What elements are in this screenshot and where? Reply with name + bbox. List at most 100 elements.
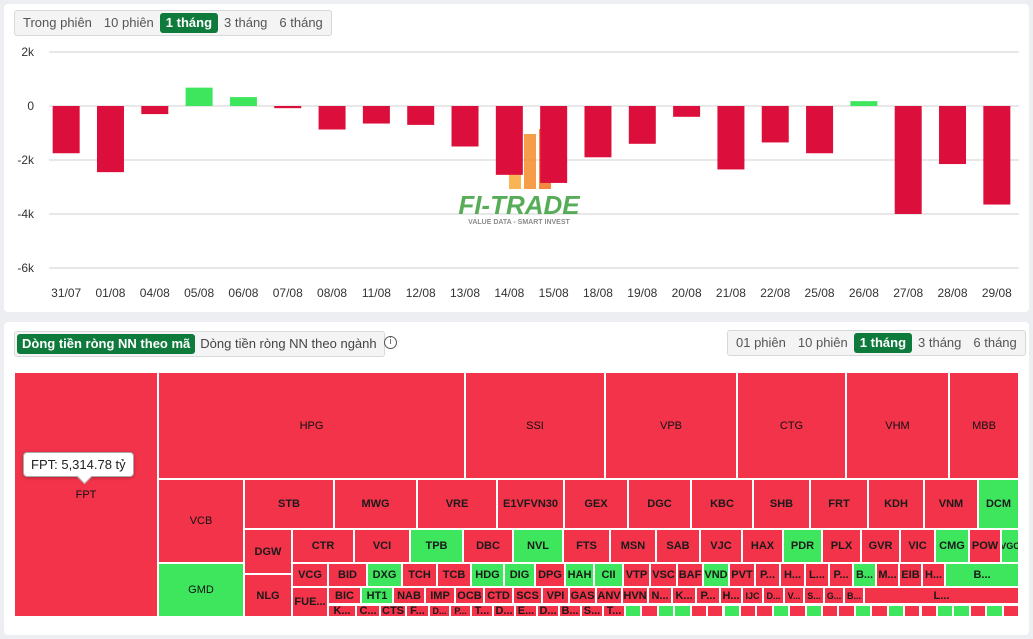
bar-12-08[interactable] — [407, 106, 435, 125]
treemap-cell-fpt[interactable]: FPT — [14, 372, 158, 617]
bar-13-08[interactable] — [451, 106, 479, 147]
treemap-cell-vtp[interactable]: VTP — [623, 563, 650, 587]
treemap-cell-nab[interactable]: NAB — [393, 587, 425, 604]
treemap-cell-e1vfvn30[interactable]: E1VFVN30 — [497, 479, 564, 529]
treemap-cell-cts[interactable]: CTS — [380, 605, 406, 617]
treemap-cell-small[interactable] — [1002, 605, 1019, 617]
bar-28-08[interactable] — [939, 106, 967, 165]
treemap-cell-t[interactable]: T... — [471, 605, 493, 617]
treemap-cell-baf[interactable]: BAF — [677, 563, 703, 587]
treemap-cell-small[interactable] — [969, 605, 987, 617]
treemap-cell-b[interactable]: B... — [853, 563, 876, 587]
bar-14-08[interactable] — [495, 106, 523, 175]
treemap-cell-f[interactable]: F... — [406, 605, 429, 617]
treemap-cell-b[interactable]: B... — [844, 587, 864, 604]
treemap-cell-small[interactable] — [657, 605, 675, 617]
treemap-cell-stb[interactable]: STB — [244, 479, 334, 529]
treemap-cell-l[interactable]: L... — [805, 563, 829, 587]
treemap-cell-small[interactable] — [723, 605, 740, 617]
treemap-cell-pvt[interactable]: PVT — [729, 563, 755, 587]
treemap-cell-vpi[interactable]: VPI — [542, 587, 569, 604]
treemap-cell-small[interactable] — [854, 605, 872, 617]
treemap-cell-small[interactable] — [739, 605, 757, 617]
info-icon[interactable]: i — [384, 336, 397, 349]
bar-19-08[interactable] — [628, 106, 656, 144]
bar-15-08[interactable] — [540, 106, 568, 183]
treemap-cell-p[interactable]: P... — [829, 563, 853, 587]
treemap-cell-vnd[interactable]: VND — [703, 563, 729, 587]
treemap-cell-pow[interactable]: POW — [969, 529, 1001, 563]
treemap-cell-ht1[interactable]: HT1 — [361, 587, 393, 604]
treemap-cell-t[interactable]: T... — [603, 605, 625, 617]
treemap-cell-imp[interactable]: IMP — [425, 587, 455, 604]
treemap-cell-p[interactable]: P... — [755, 563, 780, 587]
treemap-cell-vpb[interactable]: VPB — [605, 372, 737, 479]
treemap-cell-nvl[interactable]: NVL — [513, 529, 563, 563]
treemap-cell-small[interactable] — [707, 605, 724, 617]
treemap-cell-vre[interactable]: VRE — [417, 479, 497, 529]
treemap-cell-dxg[interactable]: DXG — [367, 563, 402, 587]
treemap-cell-small[interactable] — [838, 605, 855, 617]
treemap-cell-hvn[interactable]: HVN — [622, 587, 648, 604]
treemap-cell-sab[interactable]: SAB — [656, 529, 700, 563]
bar-20-08[interactable] — [673, 106, 701, 117]
treemap-cell-d[interactable]: D... — [537, 605, 559, 617]
treemap-cell-c[interactable]: C... — [356, 605, 380, 617]
treemap-cell-dbc[interactable]: DBC — [463, 529, 513, 563]
treemap-period-tab-01-phien[interactable]: 01 phiên — [736, 335, 786, 350]
treemap-cell-vcb[interactable]: VCB — [158, 479, 244, 563]
treemap-cell-ctd[interactable]: CTD — [484, 587, 513, 604]
bar-11-08[interactable] — [362, 106, 390, 124]
treemap-cell-ocb[interactable]: OCB — [455, 587, 484, 604]
treemap-cell-b[interactable]: B... — [945, 563, 1019, 587]
treemap-cell-s[interactable]: S... — [804, 587, 824, 604]
treemap-cell-cmg[interactable]: CMG — [935, 529, 969, 563]
treemap-cell-kbc[interactable]: KBC — [691, 479, 753, 529]
treemap-cell-small[interactable] — [887, 605, 905, 617]
treemap-cell-eib[interactable]: EIB — [899, 563, 922, 587]
period-tab-10-phien[interactable]: 10 phiên — [103, 15, 154, 30]
treemap-cell-hdg[interactable]: HDG — [471, 563, 504, 587]
treemap-cell-l[interactable]: L... — [864, 587, 1019, 604]
bar-07-08[interactable] — [274, 106, 302, 109]
treemap-cell-bid[interactable]: BID — [328, 563, 367, 587]
treemap-cell-small[interactable] — [772, 605, 790, 617]
treemap-cell-vcg[interactable]: VCG — [292, 563, 328, 587]
treemap-cell-h[interactable]: H... — [922, 563, 945, 587]
treemap-cell-mwg[interactable]: MWG — [334, 479, 417, 529]
treemap-cell-fts[interactable]: FTS — [563, 529, 610, 563]
treemap-cell-small[interactable] — [904, 605, 921, 617]
treemap-cell-k[interactable]: K... — [328, 605, 356, 617]
treemap-cell-tcb[interactable]: TCB — [437, 563, 471, 587]
treemap-cell-d[interactable]: D... — [763, 587, 784, 604]
treemap-cell-small[interactable] — [641, 605, 658, 617]
treemap-cell-tch[interactable]: TCH — [402, 563, 437, 587]
treemap-cell-small[interactable] — [822, 605, 839, 617]
treemap-period-tab-1-thang[interactable]: 1 tháng — [853, 333, 913, 353]
treemap-cell-h[interactable]: H... — [780, 563, 805, 587]
treemap-cell-b[interactable]: B... — [559, 605, 581, 617]
treemap-cell-hah[interactable]: HAH — [565, 563, 594, 587]
bar-21-08[interactable] — [717, 106, 745, 170]
treemap-cell-small[interactable] — [920, 605, 937, 617]
treemap-cell-tpb[interactable]: TPB — [410, 529, 463, 563]
treemap-cell-cii[interactable]: CII — [594, 563, 623, 587]
treemap-cell-gex[interactable]: GEX — [564, 479, 628, 529]
treemap-cell-nlg[interactable]: NLG — [244, 574, 292, 617]
bar-08-08[interactable] — [318, 106, 346, 130]
treemap-cell-fue[interactable]: FUE... — [292, 587, 328, 617]
treemap-cell-small[interactable] — [936, 605, 954, 617]
treemap-period-tab-10-phien[interactable]: 10 phiên — [797, 335, 848, 350]
treemap-cell-pdr[interactable]: PDR — [783, 529, 822, 563]
treemap-cell-gas[interactable]: GAS — [569, 587, 596, 604]
treemap-cell-vjc[interactable]: VJC — [700, 529, 742, 563]
treemap-cell-vic[interactable]: VIC — [900, 529, 935, 563]
treemap-cell-hpg[interactable]: HPG — [158, 372, 465, 479]
bar-29-08[interactable] — [983, 106, 1011, 205]
treemap-cell-small[interactable] — [756, 605, 773, 617]
treemap-cell-m[interactable]: M... — [876, 563, 899, 587]
treemap-cell-small[interactable] — [625, 605, 642, 617]
treemap-cell-dpg[interactable]: DPG — [535, 563, 565, 587]
treemap-cell-ijc[interactable]: IJC — [742, 587, 763, 604]
treemap-cell-small[interactable] — [690, 605, 708, 617]
